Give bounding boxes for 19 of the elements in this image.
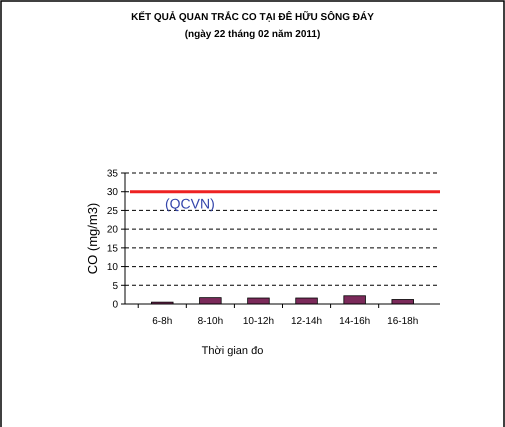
y-tick-label: 30 bbox=[106, 187, 118, 198]
ref-line-label: (QCVN) bbox=[165, 196, 215, 212]
x-tick-label: 10-12h bbox=[242, 316, 274, 327]
y-tick-label: 5 bbox=[112, 280, 118, 292]
x-tick-label: 16-18h bbox=[387, 316, 418, 327]
y-tick-label: 15 bbox=[106, 243, 118, 254]
x-tick-label: 8-10h bbox=[198, 316, 224, 327]
y-tick-label: 35 bbox=[106, 168, 118, 180]
y-axis-title: CO (mg/m3) bbox=[85, 202, 100, 274]
chart-subtitle: (ngày 22 tháng 02 năm 2011) bbox=[184, 29, 320, 40]
x-tick-label: 14-16h bbox=[339, 316, 370, 327]
y-tick-label: 25 bbox=[106, 206, 118, 217]
y-tick-label: 10 bbox=[106, 262, 118, 274]
y-tick-label: 0 bbox=[112, 300, 118, 310]
x-tick-label: 12-14h bbox=[290, 316, 322, 327]
x-axis-title: Thời gian đo bbox=[202, 345, 264, 357]
x-tick-label: 6-8h bbox=[152, 316, 172, 327]
y-tick-label: 20 bbox=[106, 224, 118, 236]
chart-title: KẾT QUẢ QUAN TRẮC CO TẠI ĐÊ HỮU SÔNG ĐÁY bbox=[131, 11, 374, 23]
